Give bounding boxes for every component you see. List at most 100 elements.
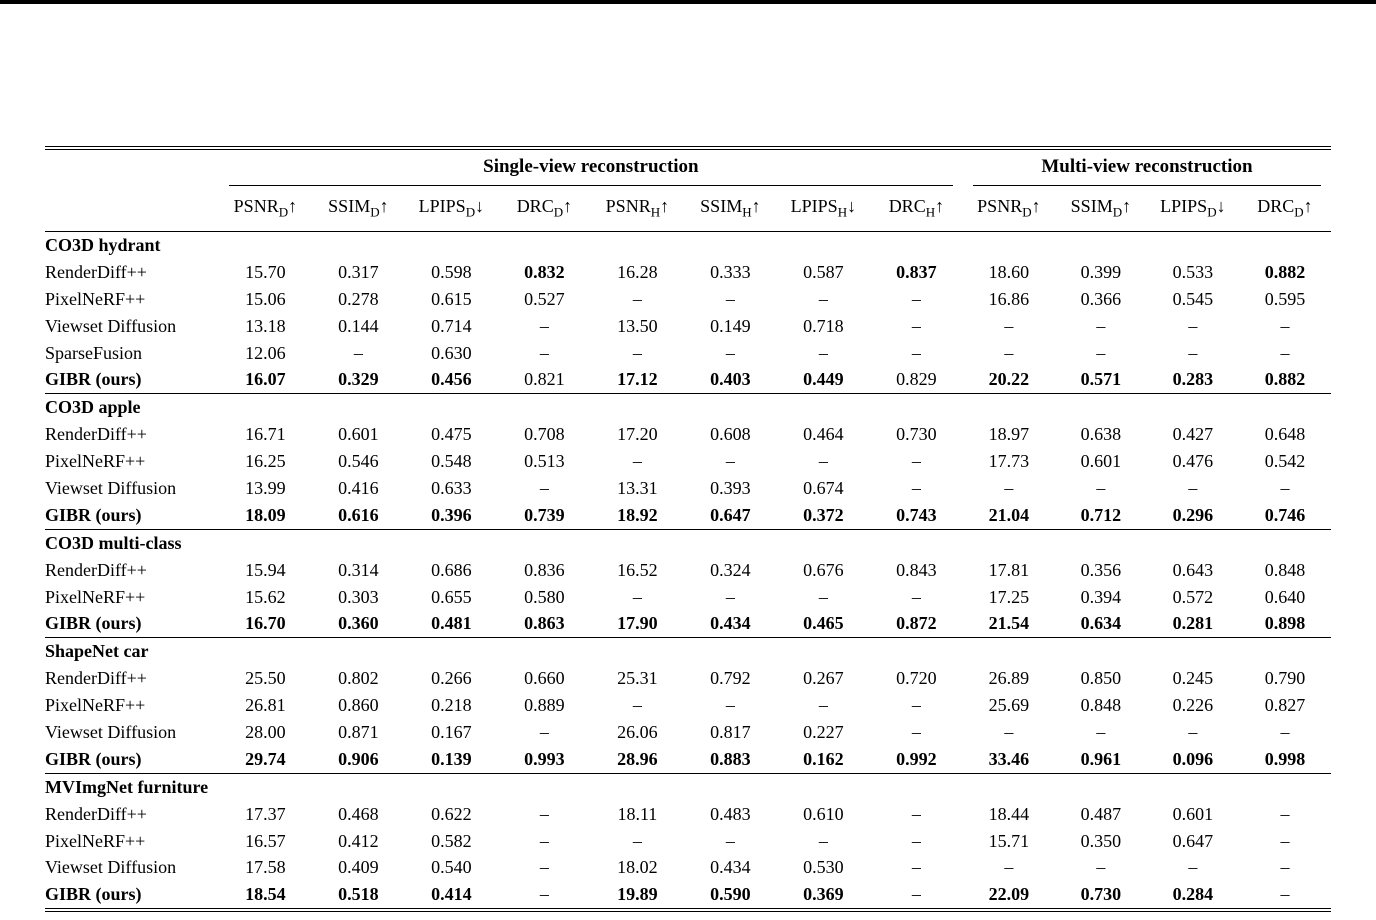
method-name: GIBR (ours) <box>45 884 142 905</box>
section-title-row: ShapeNet car <box>45 637 1331 666</box>
column-header: DRCD↑ <box>497 186 591 232</box>
metric-cell: – <box>1188 342 1198 363</box>
metric-cell: 0.638 <box>1080 424 1122 445</box>
section-title: CO3D hydrant <box>45 234 161 255</box>
metric-cell: – <box>911 288 921 309</box>
metric-cell: – <box>911 830 921 851</box>
metric-cell: 21.54 <box>988 613 1030 634</box>
section-title: CO3D apple <box>45 393 1331 422</box>
metric-cell: 0.399 <box>1080 261 1122 282</box>
metric-cell: 0.746 <box>1264 504 1306 525</box>
metric-cell: 0.718 <box>803 315 844 336</box>
metric-cell: – <box>911 342 921 363</box>
metric-cell: 0.676 <box>803 559 844 580</box>
metric-cell: 0.590 <box>710 884 751 905</box>
metric-cell: – <box>911 315 921 336</box>
column-header: SSIMD↑ <box>311 186 405 232</box>
metric-cell: – <box>911 857 921 878</box>
group-header-label: Single-view reconstruction <box>228 150 953 186</box>
metric-cell: 0.464 <box>803 424 844 445</box>
metric-cell: 0.513 <box>524 451 565 472</box>
metric-cell: 0.540 <box>431 857 472 878</box>
metric-cell: 0.802 <box>338 668 379 689</box>
metric-name: SSIM <box>328 196 371 217</box>
metric-cell: 20.22 <box>988 369 1030 390</box>
metric-cell: – <box>818 451 828 472</box>
metric-cell: 0.640 <box>1264 586 1306 607</box>
metric-cell: – <box>1280 315 1290 336</box>
metric-cell: 0.278 <box>338 288 379 309</box>
metric-cell: 22.09 <box>988 884 1030 905</box>
metric-cell: 0.837 <box>896 261 937 282</box>
metric-cell: 0.434 <box>710 857 751 878</box>
metric-name: DRC <box>888 196 926 217</box>
metric-cell: – <box>1280 884 1290 905</box>
method-name: RenderDiff++ <box>45 668 147 689</box>
metric-cell: – <box>725 830 735 851</box>
table-row: GIBR (ours) 18.09 0.616 0.396 0.739 18.92 0.64… <box>45 502 1331 529</box>
method-name: PixelNeRF++ <box>45 695 146 716</box>
metric-cell: 28.96 <box>617 748 658 769</box>
metric-cell: 13.50 <box>617 315 658 336</box>
metric-cell: 0.530 <box>803 857 844 878</box>
metric-cell: 0.601 <box>1080 451 1122 472</box>
metric-cell: 0.608 <box>710 424 751 445</box>
metric-cell: 13.18 <box>245 315 286 336</box>
metric-cell: 0.848 <box>1264 559 1306 580</box>
metric-cell: 0.329 <box>338 369 379 390</box>
metric-cell: 18.92 <box>617 504 658 525</box>
metric-cell: – <box>1188 315 1198 336</box>
metric-cell: 0.595 <box>1264 288 1306 309</box>
metric-cell: 25.69 <box>988 695 1030 716</box>
metric-cell: 0.587 <box>803 261 844 282</box>
metric-cell: 0.167 <box>431 721 472 742</box>
metric-cell: – <box>1280 830 1290 851</box>
metric-cell: – <box>1096 857 1106 878</box>
metric-cell: – <box>539 721 549 742</box>
metric-cell: 0.993 <box>524 748 565 769</box>
metric-cell: 0.582 <box>431 830 472 851</box>
metric-subscript: D <box>1022 204 1032 220</box>
metric-cell: 15.94 <box>245 559 286 580</box>
metric-cell: – <box>632 830 642 851</box>
metric-cell: 0.427 <box>1172 424 1214 445</box>
metric-subscript: D <box>553 204 564 220</box>
metric-cell: 0.149 <box>710 315 751 336</box>
metric-cell: 18.60 <box>988 261 1030 282</box>
metric-cell: 0.655 <box>431 586 472 607</box>
metric-cell: 0.284 <box>1172 884 1214 905</box>
metric-cell: 16.86 <box>988 288 1030 309</box>
metric-cell: 28.00 <box>245 721 286 742</box>
table-row: Viewset Diffusion 13.18 0.144 0.714 – 13.50 0.… <box>45 313 1331 340</box>
metric-cell: 0.533 <box>1172 261 1214 282</box>
metric-name: SSIM <box>1070 196 1113 217</box>
table-row: RenderDiff++ 15.70 0.317 0.598 0.832 16.28 0.3… <box>45 259 1331 286</box>
column-header: LPIPSD↓ <box>1146 186 1239 232</box>
metric-cell: 0.898 <box>1264 613 1306 634</box>
metric-cell: 0.790 <box>1264 668 1306 689</box>
metric-name: SSIM <box>700 196 743 217</box>
metric-cell: 0.394 <box>1080 586 1122 607</box>
metric-cell: 17.90 <box>617 613 658 634</box>
metric-cell: 19.89 <box>617 884 658 905</box>
metric-cell: 0.633 <box>431 477 472 498</box>
metric-cell: 0.226 <box>1172 695 1214 716</box>
up-arrow-icon: ↑ <box>1122 196 1132 217</box>
metric-cell: – <box>1004 857 1014 878</box>
metric-cell: – <box>632 342 642 363</box>
metric-cell: – <box>1280 342 1290 363</box>
metric-cell: 0.961 <box>1080 748 1122 769</box>
metric-cell: 0.827 <box>1264 695 1306 716</box>
metric-cell: – <box>911 477 921 498</box>
metric-cell: 17.81 <box>988 559 1030 580</box>
metric-cell: 0.686 <box>431 559 472 580</box>
metric-cell: – <box>1004 721 1014 742</box>
metric-cell: – <box>539 857 549 878</box>
metric-cell: 0.647 <box>710 504 751 525</box>
metric-cell: – <box>818 695 828 716</box>
metric-cell: – <box>539 803 549 824</box>
table-row: RenderDiff++ 15.94 0.314 0.686 0.836 16.52 0.3… <box>45 557 1331 584</box>
metric-cell: 15.70 <box>245 261 286 282</box>
metric-subscript: D <box>1112 204 1123 220</box>
metric-cell: 0.883 <box>710 748 751 769</box>
